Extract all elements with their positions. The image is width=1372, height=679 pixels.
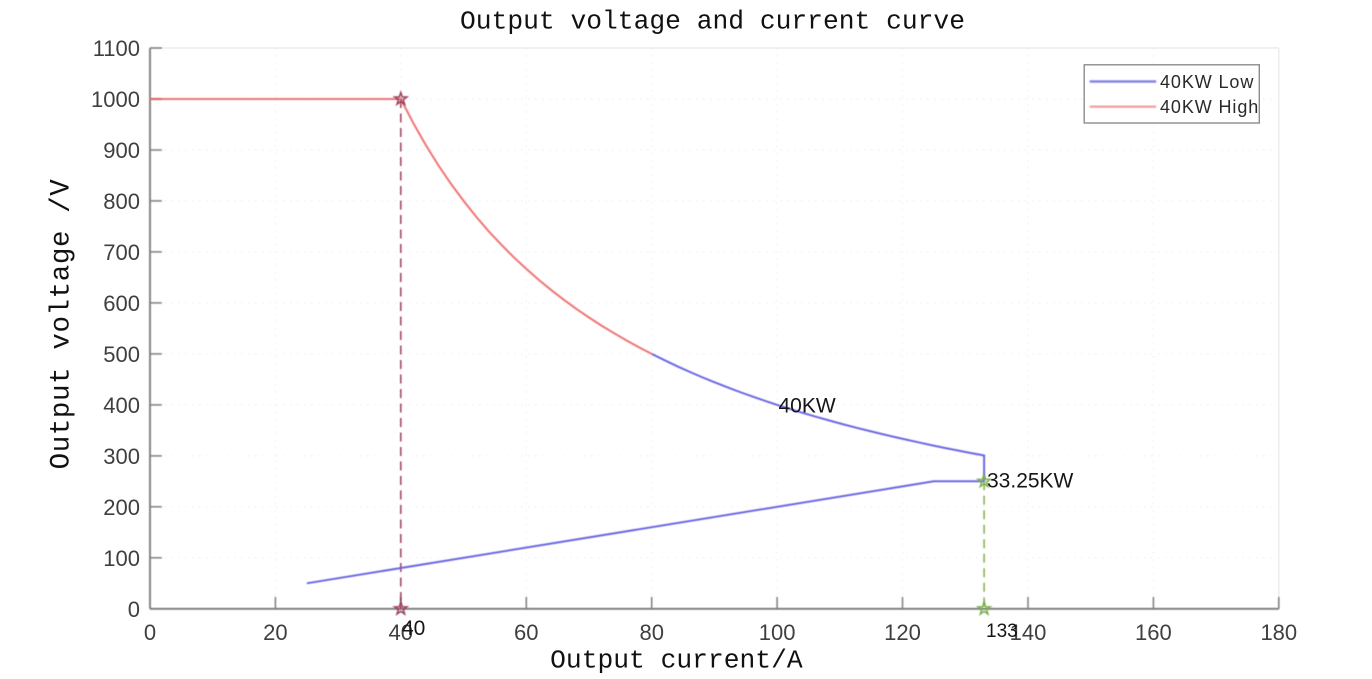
svg-text:200: 200 — [103, 495, 140, 520]
svg-text:40: 40 — [389, 620, 413, 645]
svg-text:140: 140 — [1010, 620, 1047, 645]
svg-text:Output current/A: Output current/A — [550, 646, 803, 676]
svg-text:133: 133 — [986, 621, 1018, 642]
svg-text:700: 700 — [103, 240, 140, 265]
svg-text:800: 800 — [103, 189, 140, 214]
svg-text:40KW Low: 40KW Low — [1160, 72, 1254, 92]
svg-text:400: 400 — [103, 393, 140, 418]
svg-text:900: 900 — [103, 138, 140, 163]
svg-text:20: 20 — [263, 620, 287, 645]
svg-text:180: 180 — [1260, 620, 1297, 645]
svg-text:0: 0 — [144, 620, 156, 645]
svg-text:1000: 1000 — [91, 87, 140, 112]
svg-text:1100: 1100 — [93, 36, 140, 61]
svg-text:40: 40 — [402, 617, 425, 640]
svg-text:80: 80 — [639, 620, 663, 645]
svg-text:300: 300 — [103, 444, 140, 469]
svg-text:0: 0 — [128, 597, 140, 622]
svg-text:Output voltage and current cur: Output voltage and current curve — [460, 7, 965, 37]
svg-text:Output voltage /V: Output voltage /V — [47, 179, 78, 470]
svg-text:40KW: 40KW — [779, 394, 836, 417]
svg-text:100: 100 — [103, 546, 140, 571]
svg-text:33.25KW: 33.25KW — [987, 470, 1074, 493]
svg-text:120: 120 — [884, 620, 921, 645]
svg-text:160: 160 — [1135, 620, 1172, 645]
svg-text:500: 500 — [103, 342, 140, 367]
svg-text:600: 600 — [103, 291, 140, 316]
svg-text:60: 60 — [514, 620, 538, 645]
svg-text:40KW High: 40KW High — [1160, 97, 1259, 117]
svg-text:100: 100 — [759, 620, 796, 645]
